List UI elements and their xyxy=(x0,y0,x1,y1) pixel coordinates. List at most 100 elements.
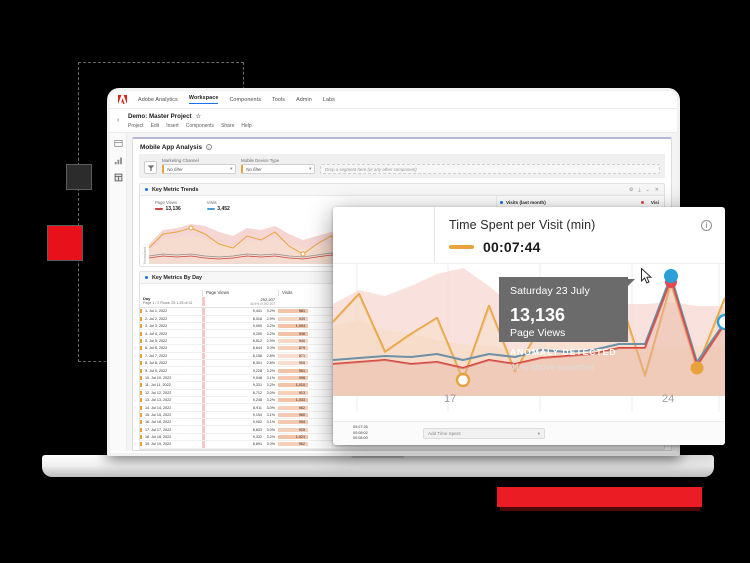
cell-page-views-pct: 2.9% xyxy=(266,338,275,343)
info-icon[interactable]: i xyxy=(206,144,213,150)
chevron-down-icon: ▾ xyxy=(537,430,540,436)
filter-select-mobile-device-type[interactable]: No filter ▾ xyxy=(241,164,315,174)
metric-name-visits: Visits xyxy=(206,200,217,205)
cell-page-views-pct: 3.2% xyxy=(266,383,275,388)
status-dot-icon xyxy=(500,201,503,204)
nav-item-components[interactable]: Components xyxy=(229,96,262,103)
cell-page-views-pct: 3.0% xyxy=(266,346,275,351)
page-title: Demo: Master Project xyxy=(128,113,192,120)
cell-sparkline xyxy=(202,374,236,382)
cell-sparkline xyxy=(202,404,236,411)
overlay-title: Time Spent per Visit (min) xyxy=(449,218,596,232)
cell-page-views: 8,911 xyxy=(253,405,262,410)
cell-page-views-pct: 3.2% xyxy=(266,309,275,314)
add-time-spent-dropdown[interactable]: Add Time Spent ▾ xyxy=(423,428,545,439)
cell-visits: 879 xyxy=(278,346,308,351)
star-icon[interactable]: ☆ xyxy=(195,114,202,120)
cell-page-views-pct: 2.8% xyxy=(266,353,275,358)
components-table-icon[interactable] xyxy=(113,172,123,182)
segment-dropzone[interactable]: Drop a segment here (or any other compon… xyxy=(320,164,660,174)
cell-page-views-pct: 2.8% xyxy=(266,361,275,366)
key-metrics-by-day-title: Key Metrics By Day xyxy=(152,274,203,281)
info-icon[interactable]: i xyxy=(701,220,712,231)
decorative-dark-square xyxy=(66,164,92,190)
menu-item-help[interactable]: Help xyxy=(241,122,252,129)
mouse-cursor-icon xyxy=(641,268,653,284)
cell-day: 16. Jul 16, 2022 xyxy=(140,420,202,425)
menu-item-project[interactable]: Project xyxy=(128,122,144,129)
filter-mobile-device-type: Mobile Device Type No filter ▾ xyxy=(241,158,315,174)
status-dot-icon xyxy=(145,188,148,191)
data-point-marker xyxy=(716,313,725,331)
panels-icon[interactable] xyxy=(113,139,123,148)
cell-day: 5. Jul 5, 2022 xyxy=(140,338,202,343)
visualizations-icon[interactable] xyxy=(114,156,123,165)
close-icon[interactable]: ✕ xyxy=(654,186,659,193)
cell-visits: 980 xyxy=(278,412,308,417)
cell-sparkline xyxy=(202,330,236,337)
menu-item-share[interactable]: Share xyxy=(221,122,235,129)
metric-legend-row: Page Views 13,136 Visits xyxy=(143,200,493,212)
cell-day: 10. Jul 10, 2022 xyxy=(140,375,202,380)
cell-visits: 998 xyxy=(278,375,308,380)
chevron-down-icon[interactable]: ⌄ xyxy=(645,186,650,193)
tooltip-tail xyxy=(628,279,635,286)
nav-item-workspace[interactable]: Workspace xyxy=(188,95,219,104)
cell-visits: 905 xyxy=(278,361,308,366)
cell-sparkline xyxy=(202,345,236,352)
column-header-visits[interactable]: Visits xyxy=(278,290,338,296)
cell-day: 15. Jul 15, 2022 xyxy=(140,412,202,417)
right-panel-title-visits-last-month: Visits (last month) xyxy=(506,200,546,205)
table-pagination[interactable]: Page 1 / 2 Rows: 25 1-25 of 31 xyxy=(143,301,193,306)
column-header-page-views[interactable]: Page Views xyxy=(202,290,278,296)
menu-item-components[interactable]: Components xyxy=(185,122,215,129)
cell-sparkline xyxy=(202,382,236,389)
chevron-left-icon[interactable]: ‹ xyxy=(117,117,120,124)
tooltip-anomaly-detail: 41% above expected xyxy=(510,362,595,372)
cell-visits: 951 xyxy=(278,368,308,373)
tooltip-value: 13,136 xyxy=(510,305,566,325)
nav-item-tools[interactable]: Tools xyxy=(272,96,286,103)
footer-value-3: 00:08:00 xyxy=(353,436,368,441)
cell-day: 2. Jul 2, 2022 xyxy=(140,316,202,321)
tooltip-metric: Page Views xyxy=(510,327,566,339)
nav-item-labs[interactable]: Labs xyxy=(322,96,335,103)
filter-icon[interactable] xyxy=(144,161,157,174)
chevron-down-icon: ▾ xyxy=(229,166,232,171)
metric-value-page-views: 13,136 xyxy=(155,206,181,212)
download-icon[interactable]: ⤓ xyxy=(638,186,641,193)
column-header-day[interactable]: Day xyxy=(143,296,151,301)
table-row[interactable]: 19. Jul 19, 2022 8,891 3.0% 962 xyxy=(140,441,664,449)
filter-select-marketing-channel[interactable]: No filter ▾ xyxy=(162,164,236,174)
status-dot-icon xyxy=(145,276,148,279)
nav-item-admin[interactable]: Admin xyxy=(296,96,312,103)
tooltip-anomaly-label: ANOMALY DETECTED xyxy=(510,347,617,357)
gear-icon[interactable]: ⚙ xyxy=(628,186,634,193)
cell-page-views: 8,891 xyxy=(252,442,262,447)
filter-label-marketing-channel: Marketing Channel xyxy=(162,157,199,163)
cell-visits: 981 xyxy=(278,309,308,314)
overlay-legend: 00:07:44 xyxy=(449,239,725,255)
cell-day: 19. Jul 19, 2022 xyxy=(140,442,202,447)
cell-page-views: 8,016 xyxy=(252,316,262,321)
cell-day: 11. Jul 11, 2022 xyxy=(140,383,202,388)
cell-sparkline xyxy=(202,367,236,374)
cell-page-views: 9,248 xyxy=(252,398,262,403)
cell-day: 13. Jul 13, 2022 xyxy=(140,398,202,403)
cell-sparkline xyxy=(202,337,236,345)
menu-item-edit[interactable]: Edit xyxy=(150,122,160,129)
cell-page-views: 8,712 xyxy=(252,390,262,395)
menu-item-insert[interactable]: Insert xyxy=(166,122,179,129)
table-pagination-block: Day Page 1 / 2 Rows: 25 1-25 of 31 xyxy=(140,296,202,306)
filter-value-mobile-device-type: No filter xyxy=(246,166,262,172)
tooltip-date: Saturday 23 July xyxy=(510,285,590,297)
metric-visits: Visits 3,452 xyxy=(206,200,230,212)
table-total-page-views: 292,207 44.9% of 292,207 xyxy=(202,296,278,306)
key-metric-trends-svg xyxy=(149,224,345,264)
cell-day: 6. Jul 6, 2022 xyxy=(140,346,202,351)
filter-value-marketing-channel: No filter xyxy=(167,166,183,172)
cell-visits: 940 xyxy=(278,338,308,343)
cell-page-views-pct: 3.0% xyxy=(266,442,275,447)
cell-page-views: 9,090 xyxy=(252,324,262,329)
chevron-down-icon: ▾ xyxy=(308,166,311,171)
